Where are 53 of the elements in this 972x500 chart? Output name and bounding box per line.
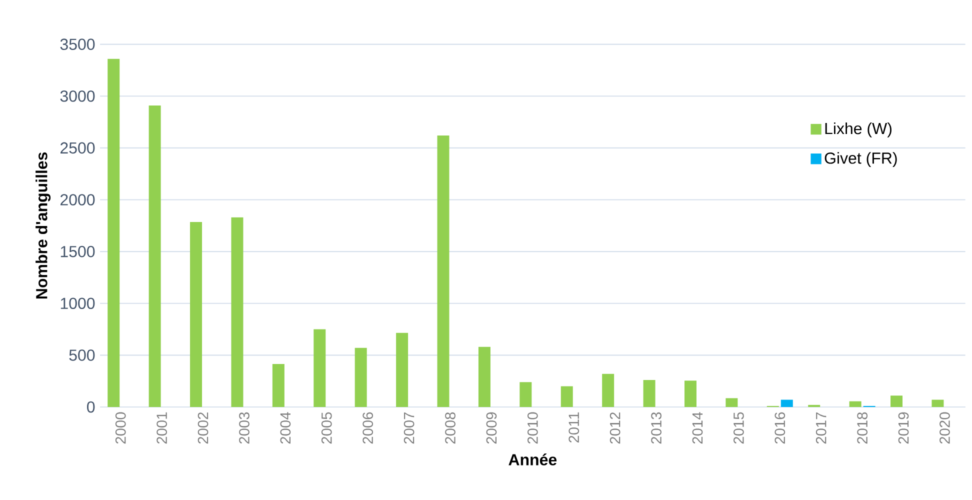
legend-label: Givet (FR) — [824, 152, 897, 167]
legend-label: Lixhe (W) — [825, 122, 892, 138]
x-tick-label: 2007 — [404, 412, 414, 444]
y-tick-label: 3000 — [60, 90, 95, 102]
x-tick-label: 2020 — [940, 412, 950, 444]
bar — [437, 136, 450, 407]
bar — [108, 58, 120, 407]
bar — [780, 400, 793, 407]
bar — [314, 329, 326, 407]
bar — [643, 380, 656, 407]
bar — [272, 364, 284, 407]
y-tick-label: 1500 — [60, 246, 95, 258]
y-tick-label: 3500 — [60, 38, 95, 50]
x-tick-label: 2017 — [816, 412, 826, 444]
x-tick-label: 2013 — [651, 412, 662, 444]
bar — [396, 332, 408, 407]
bar — [849, 401, 862, 407]
bar — [726, 398, 738, 407]
x-tick-label: 2006 — [362, 412, 374, 444]
bar — [560, 386, 573, 407]
bar — [148, 105, 161, 407]
x-tick-label: 2018 — [857, 412, 868, 444]
bar — [684, 380, 696, 407]
bar — [190, 222, 202, 407]
x-tick-label: 2015 — [734, 412, 744, 444]
bar — [520, 382, 532, 407]
x-tick-label: 2010 — [527, 412, 538, 444]
bar — [602, 374, 614, 407]
bar — [354, 348, 367, 407]
x-tick-label: 2002 — [198, 412, 208, 444]
y-tick-label: 2000 — [60, 194, 95, 206]
y-tick-label: 500 — [69, 350, 95, 361]
y-tick-label: 2500 — [60, 142, 95, 154]
bar — [478, 346, 490, 407]
x-tick-label: 2016 — [774, 412, 786, 444]
x-axis-title: Année — [508, 453, 557, 466]
bar — [932, 400, 944, 407]
x-tick-label: 2001 — [156, 412, 168, 444]
bar — [890, 396, 903, 407]
y-axis-title: Nombre d'anguilles — [36, 152, 51, 299]
x-tick-label: 2014 — [692, 412, 703, 444]
x-tick-label: 2011 — [568, 412, 580, 443]
y-tick-label: 0 — [87, 401, 95, 413]
x-tick-label: 2004 — [280, 412, 291, 444]
x-tick-label: 2019 — [898, 412, 909, 444]
x-tick-label: 2003 — [239, 412, 250, 444]
x-tick-label: 2012 — [610, 412, 620, 444]
x-tick-label: 2009 — [486, 412, 497, 444]
y-tick-label: 1000 — [60, 298, 95, 310]
x-tick-label: 2008 — [445, 412, 456, 444]
bar — [231, 217, 244, 407]
x-tick-label: 2000 — [115, 412, 126, 444]
x-tick-label: 2005 — [321, 412, 332, 444]
